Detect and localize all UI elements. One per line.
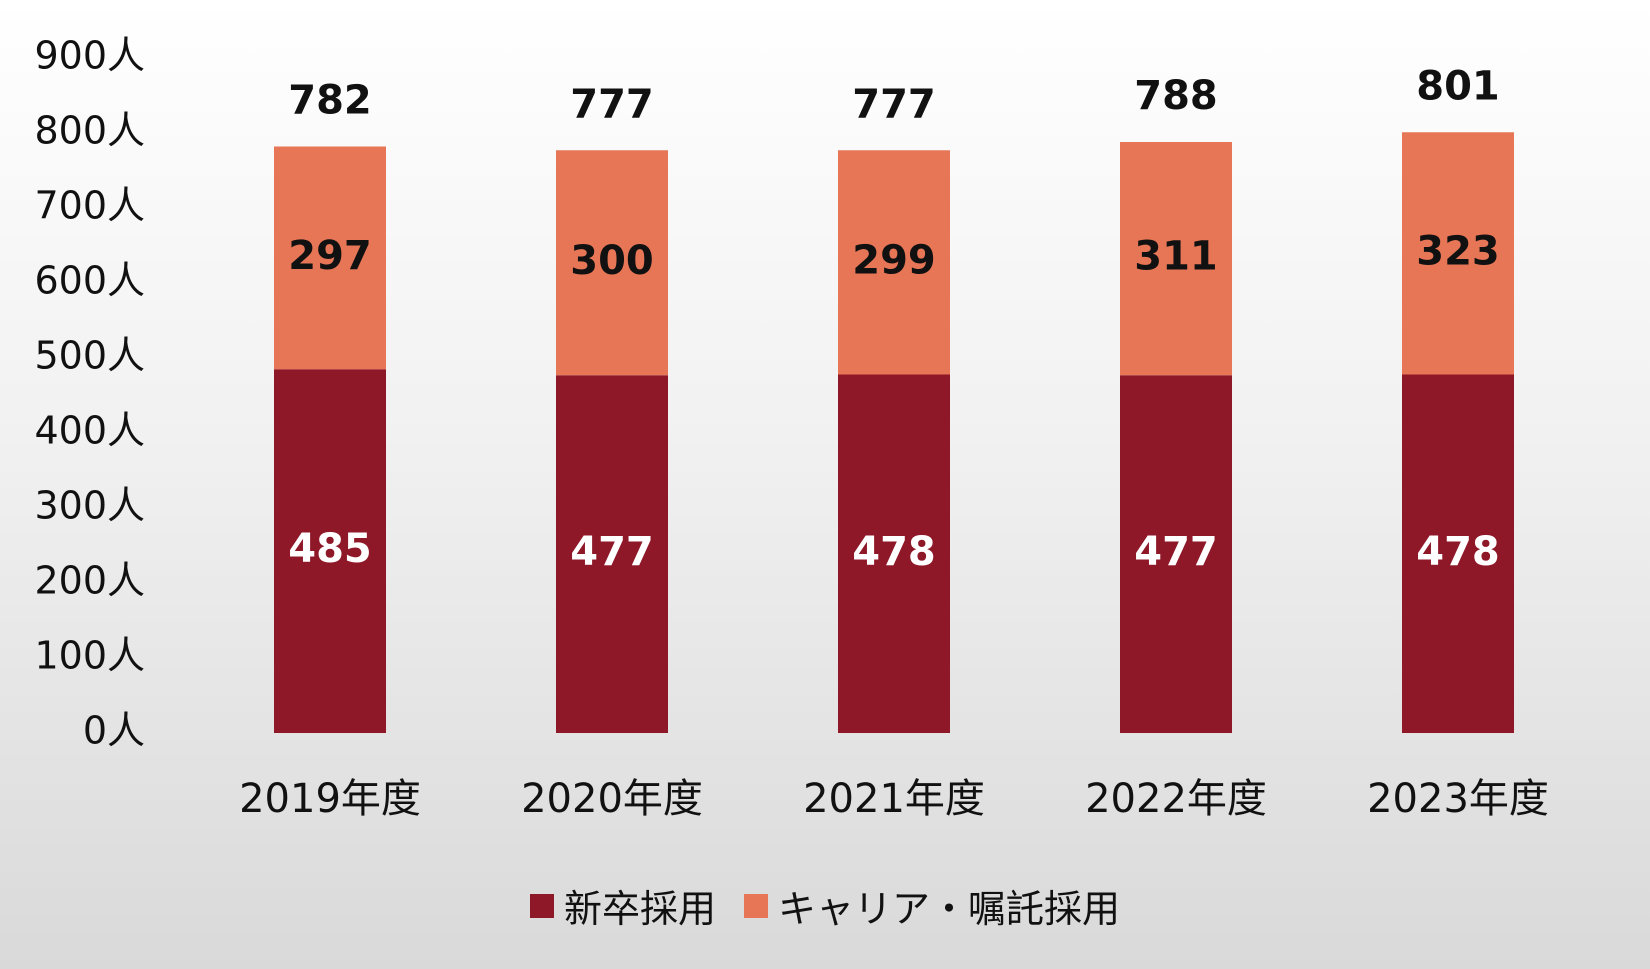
bar-segment-new-graduate [1402,374,1514,733]
y-tick-label: 600人 [34,259,145,303]
bars: 485 297 782 477 300 777 478 299 777 477 311 788 478 3… [274,63,1514,733]
y-tick-label: 100人 [34,634,145,678]
x-axis: 2019年度 2020年度 2021年度 2022年度 2023年度 [239,776,1549,822]
y-tick-label: 200人 [34,559,145,603]
y-tick-label: 300人 [34,484,145,528]
total-label: 777 [852,81,936,127]
y-tick-label: 900人 [34,34,145,78]
x-tick-label: 2019年度 [239,776,421,822]
bar-segment-career [274,146,386,370]
legend-item-career: キャリア・嘱託採用 [744,878,1120,933]
y-tick-label: 400人 [34,409,145,453]
bar-segment-new-graduate [1120,375,1232,733]
bar-segment-career [1402,132,1514,375]
total-label: 788 [1134,73,1218,119]
legend-swatch-new-graduate [529,893,554,918]
y-axis: 0人 100人 200人 300人 400人 500人 600人 700人 800人 900人 [34,34,145,753]
data-label: 478 [1416,529,1500,575]
data-label: 297 [288,233,372,279]
total-label: 782 [288,78,372,124]
data-label: 300 [570,238,654,284]
legend: 新卒採用 キャリア・嘱託採用 [0,878,1650,933]
legend-label-career: キャリア・嘱託採用 [778,887,1121,931]
data-label: 323 [1416,228,1500,274]
legend-label-new-graduate: 新卒採用 [563,887,716,931]
x-tick-label: 2022年度 [1085,776,1267,822]
y-tick-label: 700人 [34,184,145,228]
data-label: 478 [852,529,936,575]
legend-item-new-graduate: 新卒採用 [529,878,716,933]
x-tick-label: 2021年度 [803,776,985,822]
bar-segment-career [556,150,668,376]
data-label: 477 [570,529,654,575]
data-label: 477 [1134,529,1218,575]
bar-segment-new-graduate [838,374,950,733]
y-tick-label: 0人 [83,709,145,753]
bar-segment-career [1120,142,1232,376]
bar-segment-career [838,150,950,375]
x-tick-label: 2020年度 [521,776,703,822]
data-label: 485 [288,526,372,572]
total-label: 777 [570,81,654,127]
y-tick-label: 800人 [34,109,145,153]
legend-swatch-career [744,893,768,918]
data-label: 299 [852,237,936,283]
total-label: 801 [1416,63,1500,109]
x-tick-label: 2023年度 [1367,776,1549,822]
bar-segment-new-graduate [556,375,668,733]
y-tick-label: 500人 [34,334,145,378]
bar-segment-new-graduate [274,369,386,733]
data-label: 311 [1134,234,1218,280]
